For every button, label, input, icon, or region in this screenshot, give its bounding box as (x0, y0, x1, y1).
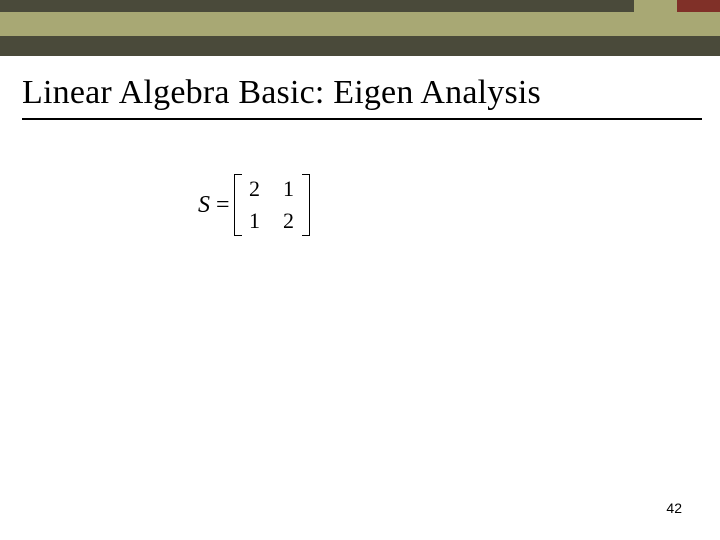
header-row (0, 12, 720, 36)
matrix-equals: = (216, 192, 230, 219)
page-title: Linear Algebra Basic: Eigen Analysis (22, 74, 720, 112)
page-number: 42 (666, 500, 682, 516)
header-segment (634, 0, 677, 12)
matrix-cell: 1 (282, 176, 296, 202)
header-row (0, 36, 720, 56)
matrix-bracket-right (302, 174, 310, 236)
header-segment (0, 0, 634, 12)
title-underline (22, 118, 702, 120)
matrix-variable: S (198, 192, 210, 219)
title-section: Linear Algebra Basic: Eigen Analysis (0, 56, 720, 120)
header-row (0, 0, 720, 12)
header-segment (0, 36, 720, 56)
matrix-cell: 2 (248, 176, 262, 202)
header-segment (677, 0, 720, 12)
header-bar (0, 0, 720, 56)
matrix-cell: 2 (282, 208, 296, 234)
matrix-bracket-left (234, 174, 242, 236)
matrix-cell: 1 (248, 208, 262, 234)
matrix-equation: S = 2112 (198, 172, 310, 238)
matrix-grid: 2112 (242, 172, 302, 238)
header-segment (0, 12, 720, 36)
